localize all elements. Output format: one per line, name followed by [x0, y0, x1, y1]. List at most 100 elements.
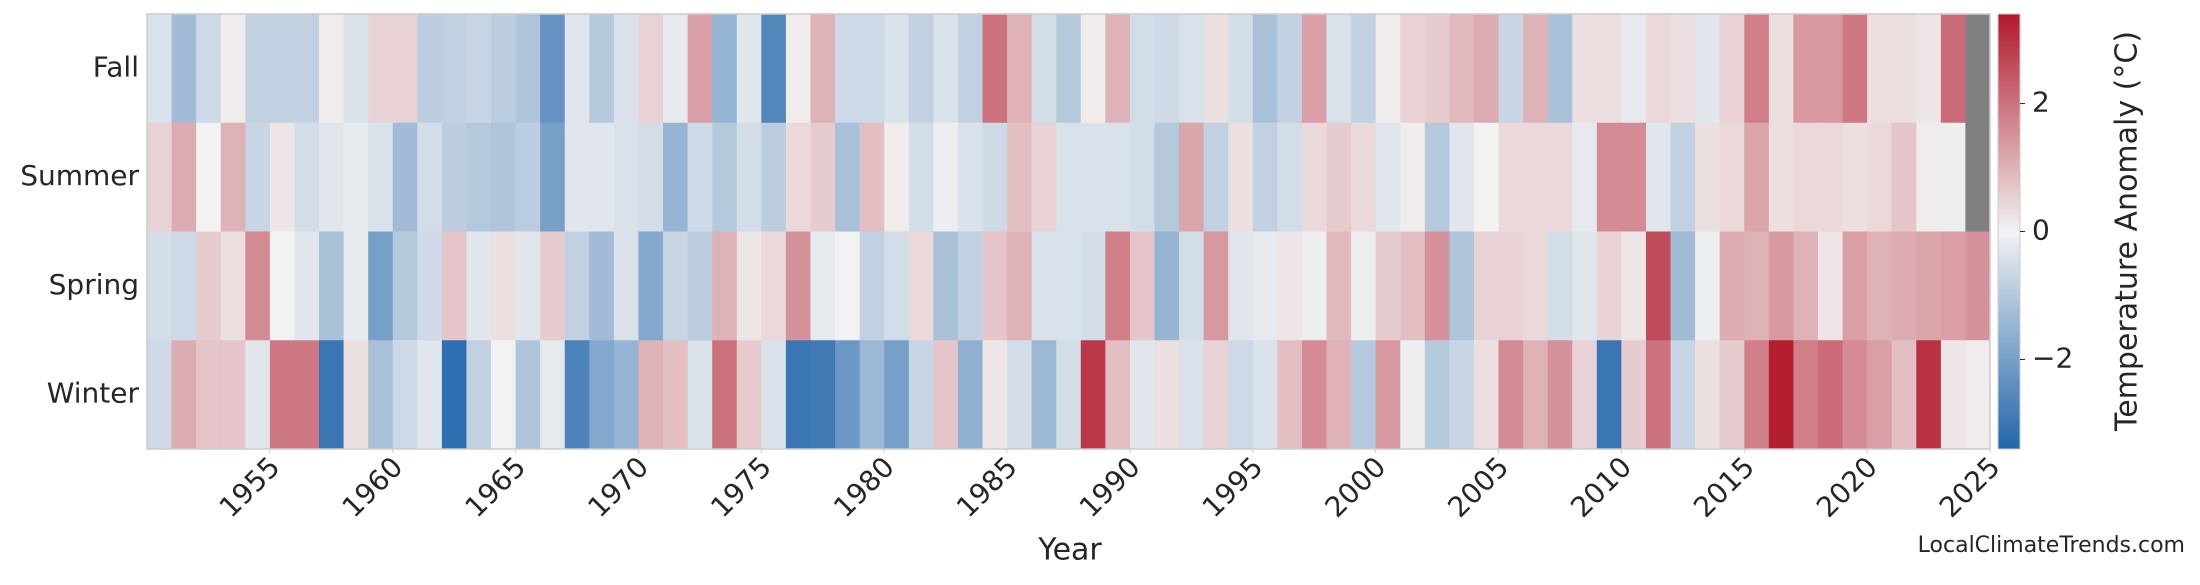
heat-cell — [957, 340, 983, 450]
heat-cell — [1424, 231, 1450, 341]
heat-cell — [785, 231, 811, 341]
heat-cell — [245, 14, 271, 124]
heat-cell — [1277, 231, 1303, 341]
heat-cell — [1719, 14, 1745, 124]
heat-cell — [466, 231, 492, 341]
heat-cell — [269, 340, 295, 450]
heat-cell — [1670, 231, 1696, 341]
heat-cell — [220, 122, 246, 232]
x-tick-label: 1965 — [458, 450, 532, 524]
heat-cell — [1719, 340, 1745, 450]
heat-cell — [1670, 14, 1696, 124]
heat-cell — [294, 122, 320, 232]
heat-cell — [1572, 231, 1598, 341]
heat-cell — [1080, 14, 1106, 124]
heat-cell — [1916, 122, 1942, 232]
heat-cell — [564, 122, 590, 232]
heat-cell — [417, 340, 443, 450]
heat-cell — [1842, 122, 1868, 232]
heat-cell — [859, 231, 885, 341]
heat-cell — [908, 122, 934, 232]
heat-cell — [1154, 14, 1180, 124]
heat-cell — [687, 14, 713, 124]
heat-cell — [908, 231, 934, 341]
heat-cell — [343, 122, 369, 232]
heat-cell — [1695, 122, 1721, 232]
heat-cell — [1424, 14, 1450, 124]
heat-cell — [1080, 231, 1106, 341]
heat-cell — [1596, 231, 1622, 341]
heat-cell — [564, 340, 590, 450]
heat-cell — [171, 340, 197, 450]
y-tick-label: Summer — [20, 159, 139, 192]
heat-cell — [1768, 122, 1794, 232]
x-tick-label: 2010 — [1564, 450, 1638, 524]
heat-cell — [1719, 231, 1745, 341]
heat-cell — [613, 122, 639, 232]
heat-cell — [1793, 340, 1819, 450]
heat-cell — [1400, 122, 1426, 232]
x-tick-label: 1955 — [213, 450, 287, 524]
heat-cell — [1105, 122, 1131, 232]
heat-cell — [663, 14, 689, 124]
heat-cell — [319, 231, 345, 341]
heat-cell — [1375, 231, 1401, 341]
heat-cell — [1916, 231, 1942, 341]
heat-cell — [613, 14, 639, 124]
heat-cell — [785, 122, 811, 232]
heat-cell — [491, 231, 517, 341]
heat-cell — [1326, 14, 1352, 124]
heat-cell — [1252, 14, 1278, 124]
heat-cell — [1449, 340, 1475, 450]
heat-cell — [1498, 14, 1524, 124]
heat-cell — [835, 122, 861, 232]
heat-cell — [1203, 14, 1229, 124]
heat-cell — [1473, 340, 1500, 450]
heat-cell — [1596, 14, 1622, 124]
heat-cell — [736, 231, 762, 341]
heat-cell — [1179, 340, 1205, 450]
heat-cell — [1080, 340, 1106, 450]
x-tick-label: 2020 — [1810, 450, 1884, 524]
heat-cell — [1473, 231, 1500, 341]
heat-cell — [1621, 231, 1647, 341]
heat-cell — [589, 340, 615, 450]
heat-cell — [1056, 340, 1082, 450]
heat-cell — [1596, 122, 1622, 232]
heat-cell — [1252, 122, 1278, 232]
heat-cell — [540, 231, 566, 341]
heat-cell — [1031, 340, 1057, 450]
heat-cell — [1523, 340, 1549, 450]
heat-cell — [441, 122, 467, 232]
heat-cell — [1498, 231, 1524, 341]
heat-cell — [245, 340, 271, 450]
heat-cell — [810, 122, 836, 232]
heat-cell — [1891, 231, 1917, 341]
heat-cell — [1523, 231, 1549, 341]
heat-cell — [1744, 231, 1770, 341]
heat-cell — [1744, 122, 1770, 232]
heat-cell — [785, 340, 811, 450]
heat-cell — [736, 14, 762, 124]
heat-cell — [1842, 14, 1868, 124]
heat-cell — [1400, 231, 1426, 341]
heat-cell — [1768, 14, 1794, 124]
x-tick-label: 1970 — [581, 450, 655, 524]
heat-cell — [638, 14, 664, 124]
heat-cell — [1523, 122, 1549, 232]
heat-cell — [810, 231, 836, 341]
heat-cell — [1203, 231, 1229, 341]
heat-cell — [1375, 340, 1401, 450]
heat-cell — [1621, 122, 1647, 232]
heat-cell — [1547, 231, 1573, 341]
heat-cell — [1842, 231, 1868, 341]
heat-cell — [1793, 231, 1819, 341]
heat-cell — [1301, 231, 1328, 341]
heat-cell — [1326, 122, 1352, 232]
heat-cell — [1867, 340, 1893, 450]
heat-cell — [1007, 14, 1033, 124]
heat-cell — [491, 14, 517, 124]
heat-cell — [835, 340, 861, 450]
heat-cell — [1007, 231, 1033, 341]
heat-cell — [171, 122, 197, 232]
